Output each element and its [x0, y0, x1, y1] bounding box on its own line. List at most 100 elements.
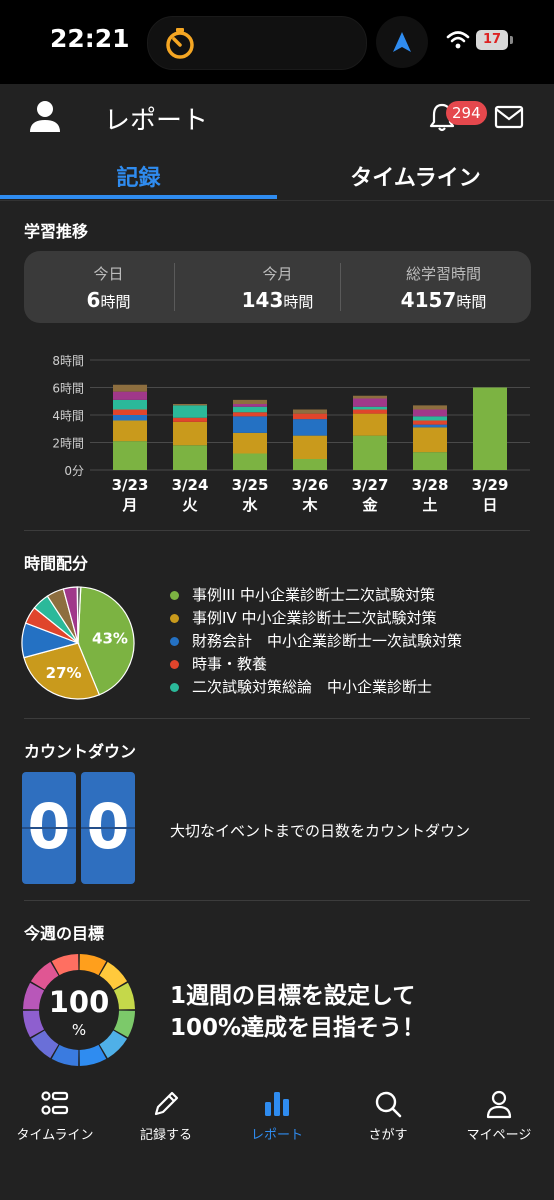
bar-segment [113, 399, 147, 410]
x-tick-label: 3/28 [412, 476, 449, 494]
x-weekday-label: 金 [361, 496, 378, 514]
y-tick-label: 8時間 [52, 354, 84, 368]
pie-slice [76, 586, 82, 644]
battery-tip [510, 36, 513, 44]
bar-segment [353, 435, 387, 470]
bar-segment [233, 412, 267, 417]
bar-segment [413, 424, 447, 428]
nav-item-record[interactable]: 記録する [111, 1088, 221, 1143]
legend-color-dot [170, 637, 179, 646]
goal-ring-segment [113, 982, 135, 1010]
nav-label: 記録する [139, 1128, 192, 1143]
x-weekday-label: 土 [422, 496, 437, 514]
search-icon [375, 1091, 402, 1118]
digit-split-line [81, 827, 135, 829]
weekly-goal-ring[interactable] [22, 953, 136, 1067]
nav-item-search[interactable]: さがす [333, 1088, 443, 1143]
status-bar: 22:21 17 [0, 0, 554, 84]
legend-label: 時事・教養 [192, 655, 268, 673]
bar-segment [173, 417, 207, 422]
goal-ring-segment [79, 1044, 107, 1066]
bar-segment [113, 415, 147, 421]
bar-segment [113, 409, 147, 415]
goal-message-line2: 100%達成を目指そう！ [170, 1015, 426, 1041]
x-weekday-label: 日 [482, 496, 497, 514]
nav-item-timeline[interactable]: タイムライン [0, 1088, 110, 1143]
stat-divider [340, 263, 341, 311]
nav-label: さがす [368, 1128, 408, 1143]
bar-segment [413, 409, 447, 417]
study-trend-title: 学習推移 [24, 222, 89, 241]
bar-segment [113, 441, 147, 470]
stat-divider [174, 263, 175, 311]
stat-value: 4157時間 [400, 288, 487, 312]
bar-segment [233, 399, 267, 404]
section-divider [24, 900, 530, 901]
stat-month: 今月 143時間 [193, 251, 362, 323]
bottom-navigation: タイムライン 記録する レポート さがす マイページ [0, 1080, 554, 1200]
stat-total: 総学習時間 4157時間 [359, 251, 528, 323]
y-tick-label: 0分 [64, 464, 84, 478]
x-weekday-label: 火 [182, 496, 198, 514]
countdown-message[interactable]: 大切なイベントまでの日数をカウントダウン [170, 822, 471, 840]
mail-icon[interactable] [494, 104, 524, 130]
bar-segment [353, 413, 387, 436]
bar-segment [113, 391, 147, 400]
goal-ring-segment [30, 961, 59, 990]
bar-segment [293, 413, 327, 420]
bar-segment [353, 409, 387, 414]
report-tabs: 記録 タイムライン [0, 154, 554, 201]
y-tick-label: 4時間 [52, 409, 84, 423]
stat-value: 143時間 [241, 288, 314, 312]
x-tick-label: 3/29 [472, 476, 509, 494]
y-tick-label: 6時間 [52, 382, 84, 396]
stat-label: 総学習時間 [405, 265, 481, 283]
countdown-title: カウントダウン [24, 742, 137, 761]
goal-ring-segment [79, 954, 107, 976]
location-arrow-icon [393, 32, 411, 52]
section-divider [24, 718, 530, 719]
dynamic-island[interactable] [147, 16, 367, 70]
countdown-digit-ones[interactable]: 0 [81, 772, 135, 884]
nav-item-report[interactable]: レポート [222, 1088, 332, 1143]
goal-ring-segment [113, 1010, 135, 1038]
bar-segment [293, 409, 327, 414]
app-header: レポート 294 [0, 84, 554, 154]
nav-label: マイページ [466, 1128, 532, 1143]
countdown-digit-tens[interactable]: 0 [22, 772, 76, 884]
bar-segment [233, 406, 267, 413]
bar-segment [413, 420, 447, 425]
profile-icon[interactable] [27, 98, 63, 134]
person-icon [486, 1090, 512, 1119]
bar-segment [173, 421, 207, 446]
digit-split-line [22, 827, 76, 829]
tab-timeline[interactable]: タイムライン [350, 166, 481, 191]
x-tick-label: 3/23 [112, 476, 149, 494]
active-tab-indicator [0, 195, 277, 199]
nav-item-mypage[interactable]: マイページ [444, 1088, 554, 1143]
goal-message-line1: 1週間の目標を設定して [170, 983, 416, 1009]
bar-segment [293, 435, 327, 459]
x-weekday-label: 水 [242, 496, 258, 514]
bar-segment [233, 416, 267, 433]
stat-label: 今日 [93, 265, 124, 283]
bar-segment [413, 416, 447, 421]
goal-ring-segment [51, 1044, 79, 1066]
countdown-digit: 0 [27, 790, 71, 863]
bar-segment [293, 419, 327, 436]
bar-segment [473, 387, 507, 470]
goal-ring-segment [30, 1030, 59, 1059]
x-weekday-label: 木 [301, 496, 318, 514]
pie-slice [77, 586, 135, 696]
bar-segment [413, 452, 447, 470]
bar-segment [353, 395, 387, 399]
stat-value: 6時間 [86, 288, 131, 312]
countdown-digit: 0 [86, 790, 130, 863]
legend-label: 事例III 中小企業診断士二次試験対策 [192, 586, 436, 604]
bar-chart-icon [265, 1092, 289, 1116]
x-tick-label: 3/27 [352, 476, 389, 494]
tab-records[interactable]: 記録 [116, 166, 161, 191]
pie-slice-label: 27% [46, 664, 82, 682]
navigation-bubble[interactable] [376, 16, 428, 68]
goal-message[interactable]: 1週間の目標を設定して 100%達成を目指そう！ [170, 980, 425, 1044]
